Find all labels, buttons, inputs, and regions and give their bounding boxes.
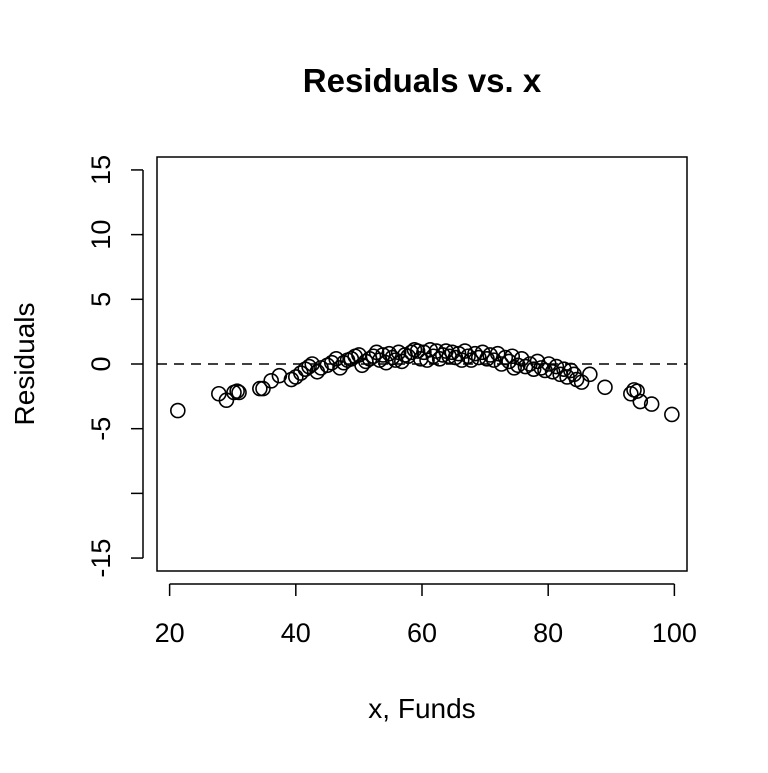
data-point: [328, 351, 344, 367]
data-point: [582, 366, 598, 383]
data-point: [506, 360, 522, 376]
y-tick-label: 10: [86, 220, 116, 250]
data-point: [288, 369, 304, 385]
data-point: [504, 348, 521, 365]
x-tick-label: 100: [652, 618, 697, 648]
data-point: [301, 358, 317, 375]
data-point: [533, 360, 550, 376]
data-point: [629, 383, 645, 399]
data-point: [263, 373, 280, 389]
x-axis-label: x, Funds: [368, 693, 475, 724]
data-point: [231, 384, 247, 401]
data-point: [470, 349, 487, 366]
x-tick-label: 20: [155, 618, 185, 648]
y-tick-label: 5: [86, 292, 116, 307]
data-point: [541, 356, 557, 372]
x-tick-label: 60: [407, 618, 437, 648]
data-point: [632, 393, 649, 410]
data-point: [409, 343, 426, 359]
data-points: [170, 341, 680, 423]
data-point: [435, 347, 451, 363]
y-tick-label: -15: [86, 539, 116, 578]
data-point: [664, 406, 680, 423]
y-tick-label: 0: [86, 356, 116, 371]
data-point: [548, 358, 565, 375]
data-point: [170, 402, 186, 419]
data-point: [513, 351, 530, 367]
data-point: [525, 361, 542, 377]
data-point: [597, 379, 613, 396]
x-tick-label: 80: [533, 618, 563, 648]
data-point: [489, 345, 506, 362]
data-point: [255, 380, 271, 397]
x-axis: 20 40 60 80 100: [155, 583, 697, 648]
data-point: [304, 356, 321, 372]
data-point: [643, 396, 660, 412]
y-tick-label: 15: [86, 155, 116, 185]
chart-title: Residuals vs. x: [303, 62, 542, 99]
data-point: [556, 361, 572, 377]
y-axis-label: Residuals: [9, 303, 40, 426]
data-point: [497, 349, 514, 366]
data-point: [522, 356, 538, 372]
x-tick-label: 40: [281, 618, 311, 648]
data-point: [229, 383, 245, 399]
data-point: [544, 363, 561, 380]
data-point: [563, 362, 579, 379]
y-axis: -15 -5 0 5 10 15: [86, 155, 144, 578]
data-point: [323, 354, 340, 371]
y-tick-label: -5: [86, 417, 116, 441]
data-point: [460, 348, 476, 365]
data-point: [482, 347, 498, 363]
data-point: [573, 374, 590, 390]
